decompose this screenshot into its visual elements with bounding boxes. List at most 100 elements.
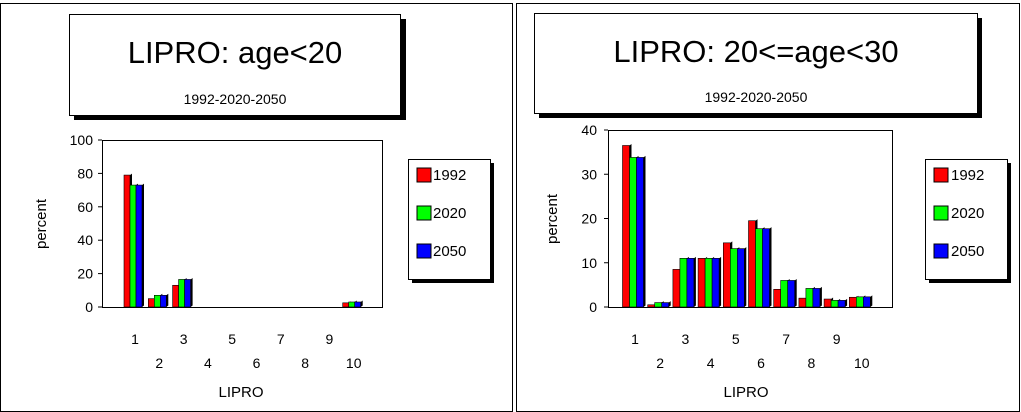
y-tick-label: 20 xyxy=(77,266,93,282)
bar-2050-1 xyxy=(636,157,644,308)
y-tick-label: 60 xyxy=(77,199,93,215)
chart-1-title: LIPRO: age<20 xyxy=(128,35,343,70)
plot-2-bars xyxy=(622,143,873,308)
y-tick-label: 30 xyxy=(581,166,597,182)
bar-side xyxy=(794,278,797,307)
bar-2050-2 xyxy=(160,295,167,308)
bar-2050-5 xyxy=(736,248,745,308)
bar-2020-1 xyxy=(629,157,637,308)
bar-2050-7 xyxy=(787,280,796,308)
x-tick-label: 9 xyxy=(833,331,841,347)
bar-1992-8 xyxy=(798,297,807,308)
bar-1992-2 xyxy=(647,304,656,308)
chart-2-xlabel: LIPRO xyxy=(723,384,768,401)
legend-label-2020: 2020 xyxy=(433,205,466,222)
bar-2020-6 xyxy=(755,228,763,308)
bar-1992-3 xyxy=(672,269,681,308)
bar-side xyxy=(769,227,772,307)
x-tick-label: 8 xyxy=(808,355,816,371)
bar-2020-5 xyxy=(729,248,738,308)
legend-swatch-2050 xyxy=(416,243,432,259)
y-tick-label: 40 xyxy=(77,232,93,248)
chart-1-ylabel: percent xyxy=(33,198,50,249)
bar-side xyxy=(142,183,144,307)
bar-side xyxy=(744,247,747,307)
y-tick-label: 10 xyxy=(581,255,597,271)
chart-2-subtitle: 1992-2020-2050 xyxy=(705,89,808,105)
x-tick-label: 4 xyxy=(707,355,715,371)
y-tick-label: 40 xyxy=(581,122,597,138)
legend-label-2020: 2020 xyxy=(951,205,984,222)
legend-label-1992: 1992 xyxy=(433,167,466,184)
bar-side xyxy=(166,293,169,307)
bar-side xyxy=(190,277,193,307)
bar-side xyxy=(360,300,363,307)
plot-1-bars xyxy=(123,173,363,308)
bar-2050-1 xyxy=(135,184,143,308)
bar-1992-1 xyxy=(622,145,630,308)
legend-label-2050: 2050 xyxy=(951,243,984,260)
chart-2-title: LIPRO: 20<=age<30 xyxy=(613,34,898,69)
y-tick-label: 80 xyxy=(77,165,93,181)
x-tick-label: 8 xyxy=(301,355,309,371)
y-tick-label: 100 xyxy=(70,132,94,148)
x-tick-label: 5 xyxy=(228,331,236,347)
x-tick-label: 5 xyxy=(732,331,740,347)
chart-panel-1: LIPRO: age<20 1992-2020-2050 02040608010… xyxy=(0,3,513,412)
chart-panel-2: LIPRO: 20<=age<30 1992-2020-2050 0102030… xyxy=(516,3,1020,412)
chart-1-subtitle: 1992-2020-2050 xyxy=(184,91,287,107)
bar-1992-1 xyxy=(123,174,131,308)
chart-1-xlabel: LIPRO xyxy=(218,384,263,401)
x-tick-label: 1 xyxy=(631,331,639,347)
x-tick-label: 9 xyxy=(326,331,334,347)
x-tick-label: 6 xyxy=(253,355,261,371)
x-tick-label: 2 xyxy=(155,355,163,371)
plot-1-yticks: 0 20 40 60 80 100 xyxy=(70,132,102,315)
bar-side xyxy=(819,286,822,307)
plot-1-xticks: 12 345 678 9 10 xyxy=(131,331,362,371)
x-tick-label: 6 xyxy=(757,355,765,371)
bar-2050-2 xyxy=(661,302,670,308)
x-tick-label: 7 xyxy=(277,331,285,347)
plot-2-yticks: 0 10 20 30 40 xyxy=(581,122,608,315)
bar-2050-10 xyxy=(862,296,871,308)
bar-2050-3 xyxy=(686,258,695,308)
bar-2020-2 xyxy=(154,295,161,308)
title-1-box xyxy=(69,14,401,116)
bar-2050-9 xyxy=(837,300,846,308)
x-tick-label: 10 xyxy=(854,355,870,371)
bar-1992-10 xyxy=(342,302,350,308)
bar-2020-2 xyxy=(654,302,663,308)
bar-1992-9 xyxy=(823,298,832,308)
x-tick-label: 1 xyxy=(131,331,139,347)
bar-1992-2 xyxy=(148,298,155,308)
bar-side xyxy=(719,256,722,307)
legend-label-2050: 2050 xyxy=(433,243,466,260)
x-tick-label: 3 xyxy=(180,331,188,347)
bar-2020-4 xyxy=(704,258,713,308)
legend-swatch-2050 xyxy=(933,243,949,259)
bar-1992-5 xyxy=(722,242,731,308)
plot-1-frame xyxy=(102,140,383,308)
y-tick-label: 0 xyxy=(589,299,597,315)
bar-2020-9 xyxy=(830,300,839,308)
plot-2-xticks: 1 2 3 4 5 6 7 8 9 10 xyxy=(631,331,870,371)
bar-1992-3 xyxy=(172,284,179,308)
bar-side xyxy=(693,256,696,307)
y-tick-label: 0 xyxy=(85,299,93,315)
chart-2-ylabel: percent xyxy=(544,193,561,244)
x-tick-label: 7 xyxy=(782,331,790,347)
bar-2050-6 xyxy=(762,228,770,308)
bar-2020-8 xyxy=(805,288,814,308)
x-tick-label: 4 xyxy=(204,355,212,371)
bar-side xyxy=(643,155,646,307)
x-tick-label: 2 xyxy=(656,355,664,371)
bar-1992-6 xyxy=(748,220,756,308)
bar-2020-10 xyxy=(855,296,864,308)
legend-swatch-1992 xyxy=(933,167,949,183)
bar-1992-10 xyxy=(848,296,857,308)
legend-label-1992: 1992 xyxy=(951,167,984,184)
bar-side xyxy=(870,295,873,307)
bar-2020-3 xyxy=(178,279,185,308)
